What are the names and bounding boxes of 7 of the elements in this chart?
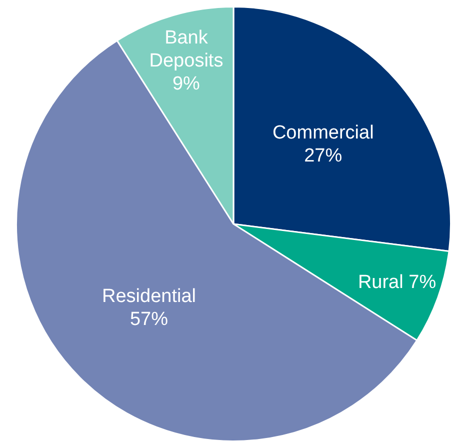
slice-label: Bank Deposits (149, 28, 224, 72)
slice-label: Commercial (272, 122, 374, 144)
data-label: 57% (130, 309, 168, 330)
data-label: 9% (172, 74, 200, 95)
data-label: 27% (304, 146, 342, 167)
slice-label: Residential (102, 286, 196, 308)
slice-label: Rural 7% (358, 272, 436, 294)
